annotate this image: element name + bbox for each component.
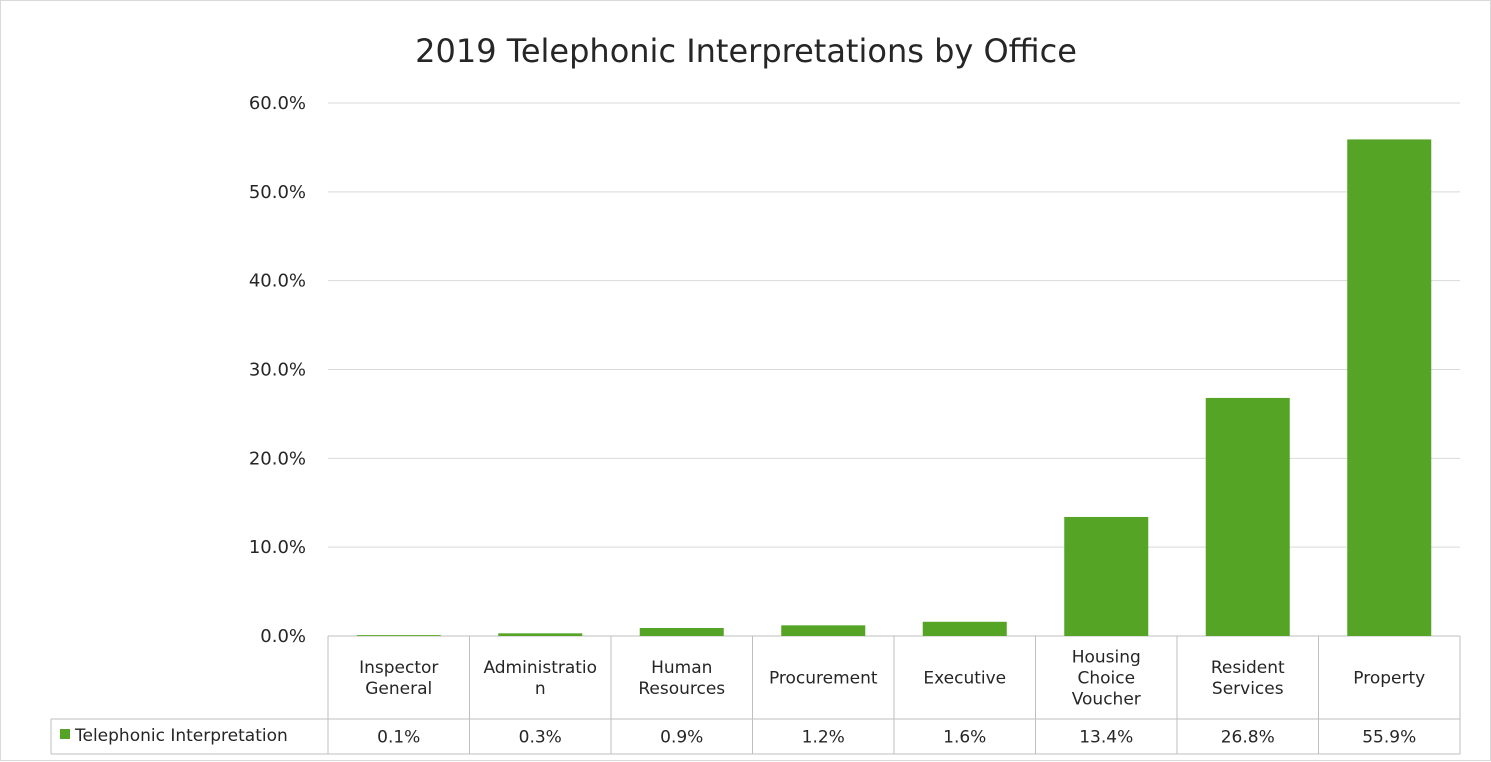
legend-label: Telephonic Interpretation: [74, 726, 288, 746]
bar: [356, 635, 441, 636]
value-cell: 1.6%: [943, 728, 986, 748]
value-cell: 55.9%: [1362, 728, 1416, 748]
legend-swatch: [60, 729, 70, 739]
category-label: Human: [651, 658, 712, 678]
bar: [922, 621, 1007, 636]
bar-series: [356, 139, 1432, 636]
value-cells: 0.1% 0.3% 0.9% 1.2% 1.6% 13.4% 26.8% 55.9%: [377, 728, 1416, 748]
value-cell: 26.8%: [1221, 728, 1275, 748]
legend: Telephonic Interpretation: [60, 726, 288, 746]
y-axis-ticks: 0.0% 10.0% 20.0% 30.0% 40.0% 50.0% 60.0%: [249, 93, 306, 647]
value-cell: 0.1%: [377, 728, 420, 748]
gridlines: [328, 102, 1460, 548]
y-tick-label: 60.0%: [249, 93, 306, 114]
category-label: Administratio: [483, 658, 597, 678]
y-tick-label: 40.0%: [249, 271, 306, 292]
bar: [1064, 516, 1149, 636]
y-tick-label: 0.0%: [260, 626, 306, 647]
value-cell: 13.4%: [1079, 728, 1133, 748]
y-tick-label: 20.0%: [249, 448, 306, 469]
chart-title: 2019 Telephonic Interpretations by Offic…: [415, 32, 1077, 70]
category-label: Inspector: [359, 658, 438, 678]
value-cell: 0.9%: [660, 728, 703, 748]
value-cell: 0.3%: [519, 728, 562, 748]
value-cell: 1.2%: [802, 728, 845, 748]
bar: [1205, 397, 1290, 636]
bar: [498, 633, 583, 636]
category-label: Resident: [1211, 658, 1285, 678]
category-label: Housing: [1072, 648, 1141, 668]
category-label: Choice: [1077, 669, 1135, 689]
category-label: Property: [1353, 669, 1425, 689]
bar: [1347, 139, 1432, 636]
y-tick-label: 10.0%: [249, 537, 306, 558]
category-label: n: [535, 679, 546, 699]
y-tick-label: 50.0%: [249, 182, 306, 203]
category-label: Resources: [638, 679, 725, 699]
category-label: Procurement: [769, 669, 878, 689]
y-tick-label: 30.0%: [249, 360, 306, 381]
category-label: Executive: [923, 669, 1006, 689]
bar: [781, 625, 866, 636]
category-label: General: [365, 679, 432, 699]
category-label: Voucher: [1072, 690, 1141, 710]
category-label: Services: [1212, 679, 1284, 699]
bar: [639, 628, 724, 636]
